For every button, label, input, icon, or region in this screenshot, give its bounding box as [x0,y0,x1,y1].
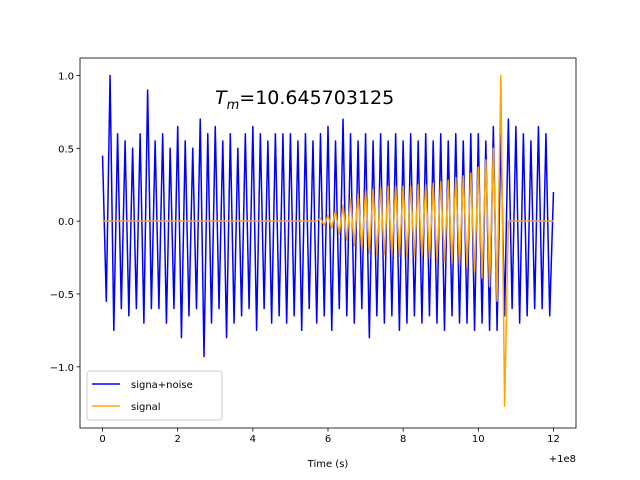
y-tick-label: 0.5 [58,144,74,155]
x-tick-label: 4 [250,434,256,445]
annotation-subscript: m [227,98,240,113]
legend-box [86,370,223,421]
annotation-symbol: T [215,87,228,109]
y-tick-label: 0.0 [58,217,74,228]
series-line [101,74,555,358]
x-tick-label: 0 [99,434,105,445]
x-offset-label: +1e8 [549,454,576,465]
legend: signa+noise signal [86,370,223,421]
annotation: Tm=10.645703125 [215,87,394,113]
annotation-text: =10.645703125 [239,87,394,109]
x-tick-label: 12 [547,434,560,445]
x-axis-label: Time (s) [307,459,349,470]
x-tick-label: 6 [325,434,331,445]
x-tick-label: 8 [400,434,406,445]
plot-area [101,74,555,407]
y-tick-label: −1.0 [50,363,74,374]
legend-label: signa+noise [131,380,193,391]
x-tick-label: 2 [175,434,181,445]
y-tick-label: 1.0 [58,71,74,82]
series-line [102,74,554,407]
y-tick-label: −0.5 [50,290,74,301]
x-tick-label: 10 [472,434,485,445]
legend-label: signal [131,402,161,413]
